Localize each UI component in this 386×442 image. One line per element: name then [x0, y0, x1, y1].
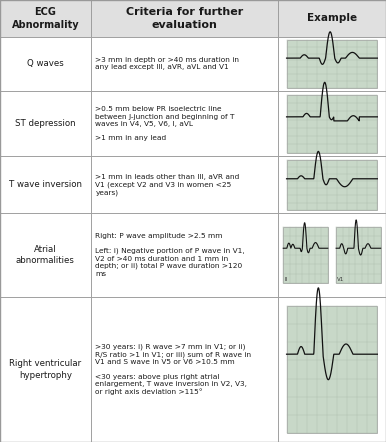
- Bar: [91, 0, 278, 37]
- Bar: [91, 91, 278, 156]
- Text: Right ventricular
hypertrophy: Right ventricular hypertrophy: [9, 359, 81, 380]
- Text: T wave inversion: T wave inversion: [9, 180, 82, 189]
- Text: Q waves: Q waves: [27, 59, 64, 69]
- Text: Example: Example: [307, 13, 357, 23]
- Text: Right: P wave amplitude >2.5 mm

Left: i) Negative portion of P wave in V1,
V2 o: Right: P wave amplitude >2.5 mm Left: i)…: [95, 233, 245, 277]
- Bar: [0, 37, 91, 91]
- Bar: [0, 297, 91, 442]
- Bar: [278, 297, 386, 442]
- Bar: [278, 213, 386, 297]
- Text: >1 mm in leads other than III, aVR and
V1 (except V2 and V3 in women <25
years): >1 mm in leads other than III, aVR and V…: [95, 174, 240, 195]
- Bar: [91, 297, 278, 442]
- Text: ECG
Abnormality: ECG Abnormality: [12, 7, 79, 30]
- Bar: [286, 306, 378, 433]
- Text: ST depression: ST depression: [15, 119, 76, 128]
- Bar: [91, 213, 278, 297]
- Text: >3 mm in depth or >40 ms duration in
any lead except III, aVR, aVL and V1: >3 mm in depth or >40 ms duration in any…: [95, 57, 239, 70]
- Bar: [278, 91, 386, 156]
- Text: Atrial
abnormalities: Atrial abnormalities: [16, 245, 75, 265]
- Bar: [278, 156, 386, 213]
- Bar: [286, 95, 378, 152]
- Bar: [0, 213, 91, 297]
- Bar: [0, 0, 91, 37]
- Bar: [278, 37, 386, 91]
- Bar: [0, 91, 91, 156]
- Bar: [286, 160, 378, 210]
- Text: II: II: [284, 277, 288, 282]
- Bar: [91, 156, 278, 213]
- Bar: [0, 156, 91, 213]
- Bar: [336, 227, 381, 283]
- Bar: [286, 40, 378, 88]
- Text: >0.5 mm below PR isoelectric line
between J-junction and beginning of T
waves in: >0.5 mm below PR isoelectric line betwee…: [95, 106, 235, 141]
- Text: >30 years: i) R wave >7 mm in V1; or ii)
R/S ratio >1 in V1; or iii) sum of R wa: >30 years: i) R wave >7 mm in V1; or ii)…: [95, 344, 251, 395]
- Text: V1: V1: [337, 277, 345, 282]
- Bar: [283, 227, 328, 283]
- Bar: [91, 37, 278, 91]
- Bar: [278, 0, 386, 37]
- Text: Criteria for further
evaluation: Criteria for further evaluation: [126, 7, 243, 30]
